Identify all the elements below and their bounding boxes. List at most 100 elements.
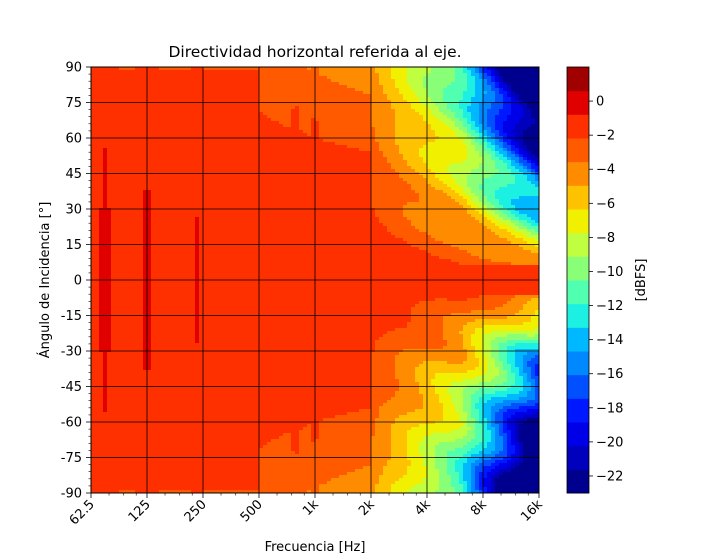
contour-cell [115,178,120,182]
contour-cell [155,79,160,83]
contour-cell [159,211,164,215]
contour-cell [135,412,140,416]
contour-cell [95,388,100,392]
contour-cell [131,388,136,392]
contour-cell [179,106,184,110]
contour-cell [227,232,232,236]
contour-cell [99,97,104,101]
contour-cell [151,379,156,383]
contour-cell [199,187,204,191]
contour-cell [147,310,152,314]
contour-cell [207,460,212,464]
contour-cell [203,394,208,398]
contour-cell [195,415,200,419]
contour-cell [95,415,100,419]
contour-cell [199,121,204,125]
contour-cell [111,325,116,329]
contour-cell [111,133,116,137]
contour-cell [111,76,116,80]
contour-cell [183,403,188,407]
contour-cell [171,430,176,434]
contour-cell [143,397,148,401]
contour-cell [159,124,164,128]
contour-cell [215,307,220,311]
contour-cell [123,238,128,242]
contour-cell [127,154,132,158]
contour-cell [159,370,164,374]
contour-cell [215,274,220,278]
contour-cell [199,235,204,239]
contour-cell [91,490,96,493]
contour-cell [119,316,124,320]
contour-cell [167,355,172,359]
contour-cell [183,103,188,107]
contour-cell [139,355,144,359]
contour-cell [207,91,212,95]
contour-cell [103,352,108,356]
contour-cell [107,175,112,179]
contour-cell [163,478,168,482]
contour-cell [159,460,164,464]
contour-cell [171,109,176,113]
contour-cell [207,220,212,224]
contour-cell [191,277,196,281]
contour-cell [199,445,204,449]
contour-cell [207,442,212,446]
contour-cell [191,373,196,377]
contour-cell [183,391,188,395]
contour-cell [143,154,148,158]
contour-cell [227,238,232,242]
contour-cell [195,79,200,83]
contour-cell [135,277,140,281]
contour-cell [119,91,124,95]
contour-cell [155,343,160,347]
contour-cell [211,457,216,461]
contour-cell [179,283,184,287]
contour-cell [147,382,152,386]
contour-cell [159,145,164,149]
contour-cell [211,394,216,398]
contour-cell [199,205,204,209]
contour-cell [191,199,196,203]
contour-cell [167,160,172,164]
contour-cell [171,112,176,116]
contour-cell [159,346,164,350]
contour-cell [159,97,164,101]
contour-cell [123,214,128,218]
contour-cell [123,487,128,491]
contour-cell [207,436,212,440]
contour-cell [107,166,112,170]
contour-cell [171,265,176,269]
contour-cell [99,355,104,359]
contour-cell [195,322,200,326]
contour-cell [159,322,164,326]
contour-cell [199,451,204,455]
contour-cell [119,97,124,101]
contour-cell [115,412,120,416]
contour-cell [187,421,192,425]
contour-cell [123,223,128,227]
contour-cell [203,100,208,104]
contour-cell [107,298,112,302]
contour-cell [219,352,224,356]
contour-cell [179,139,184,143]
contour-cell [155,184,160,188]
contour-cell [179,67,184,71]
contour-cell [195,475,200,479]
contour-cell [99,88,104,92]
contour-cell [143,178,148,182]
contour-cell [103,229,108,233]
contour-cell [195,175,200,179]
contour-cell [99,178,104,182]
contour-cell [187,262,192,266]
contour-cell [195,460,200,464]
contour-cell [115,121,120,125]
contour-cell [179,229,184,233]
contour-cell [223,250,228,254]
contour-cell [211,355,216,359]
contour-cell [135,388,140,392]
contour-cell [111,484,116,488]
contour-cell [195,319,200,323]
contour-cell [139,184,144,188]
contour-cell [179,454,184,458]
